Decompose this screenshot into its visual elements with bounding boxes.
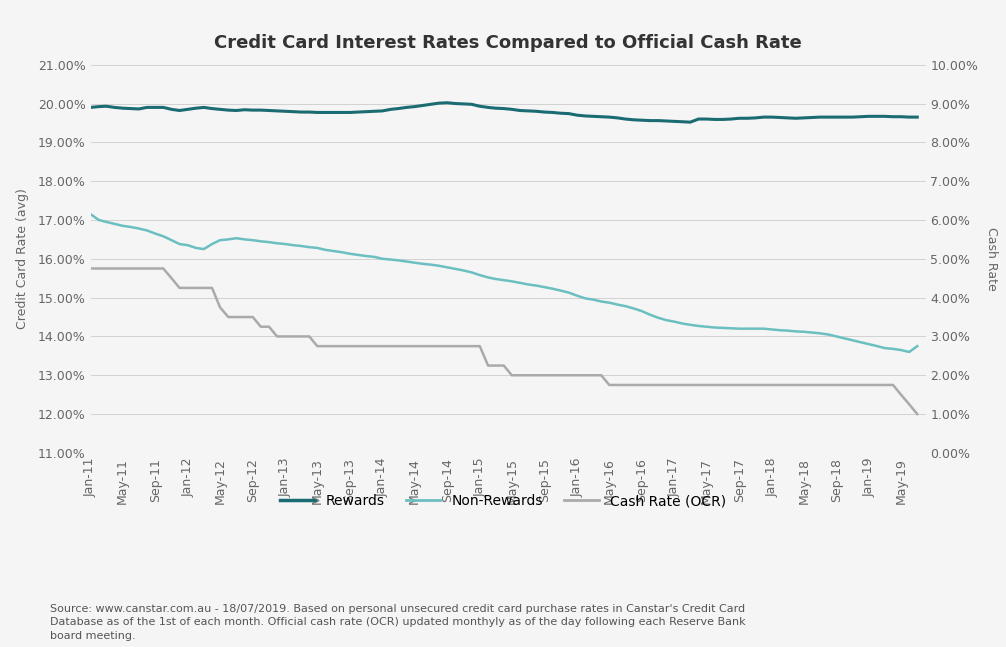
Title: Credit Card Interest Rates Compared to Official Cash Rate: Credit Card Interest Rates Compared to O… xyxy=(214,34,802,52)
Line: Non-Rewards: Non-Rewards xyxy=(91,214,917,352)
Line: Cash Rate (OCR): Cash Rate (OCR) xyxy=(91,269,917,414)
Y-axis label: Cash Rate: Cash Rate xyxy=(985,227,998,291)
Text: Source: www.canstar.com.au - 18/07/2019. Based on personal unsecured credit card: Source: www.canstar.com.au - 18/07/2019.… xyxy=(50,604,745,641)
Y-axis label: Credit Card Rate (avg): Credit Card Rate (avg) xyxy=(16,188,29,329)
Line: Rewards: Rewards xyxy=(91,103,917,122)
Legend: Rewards, Non-Rewards, Cash Rate (OCR): Rewards, Non-Rewards, Cash Rate (OCR) xyxy=(275,488,731,514)
